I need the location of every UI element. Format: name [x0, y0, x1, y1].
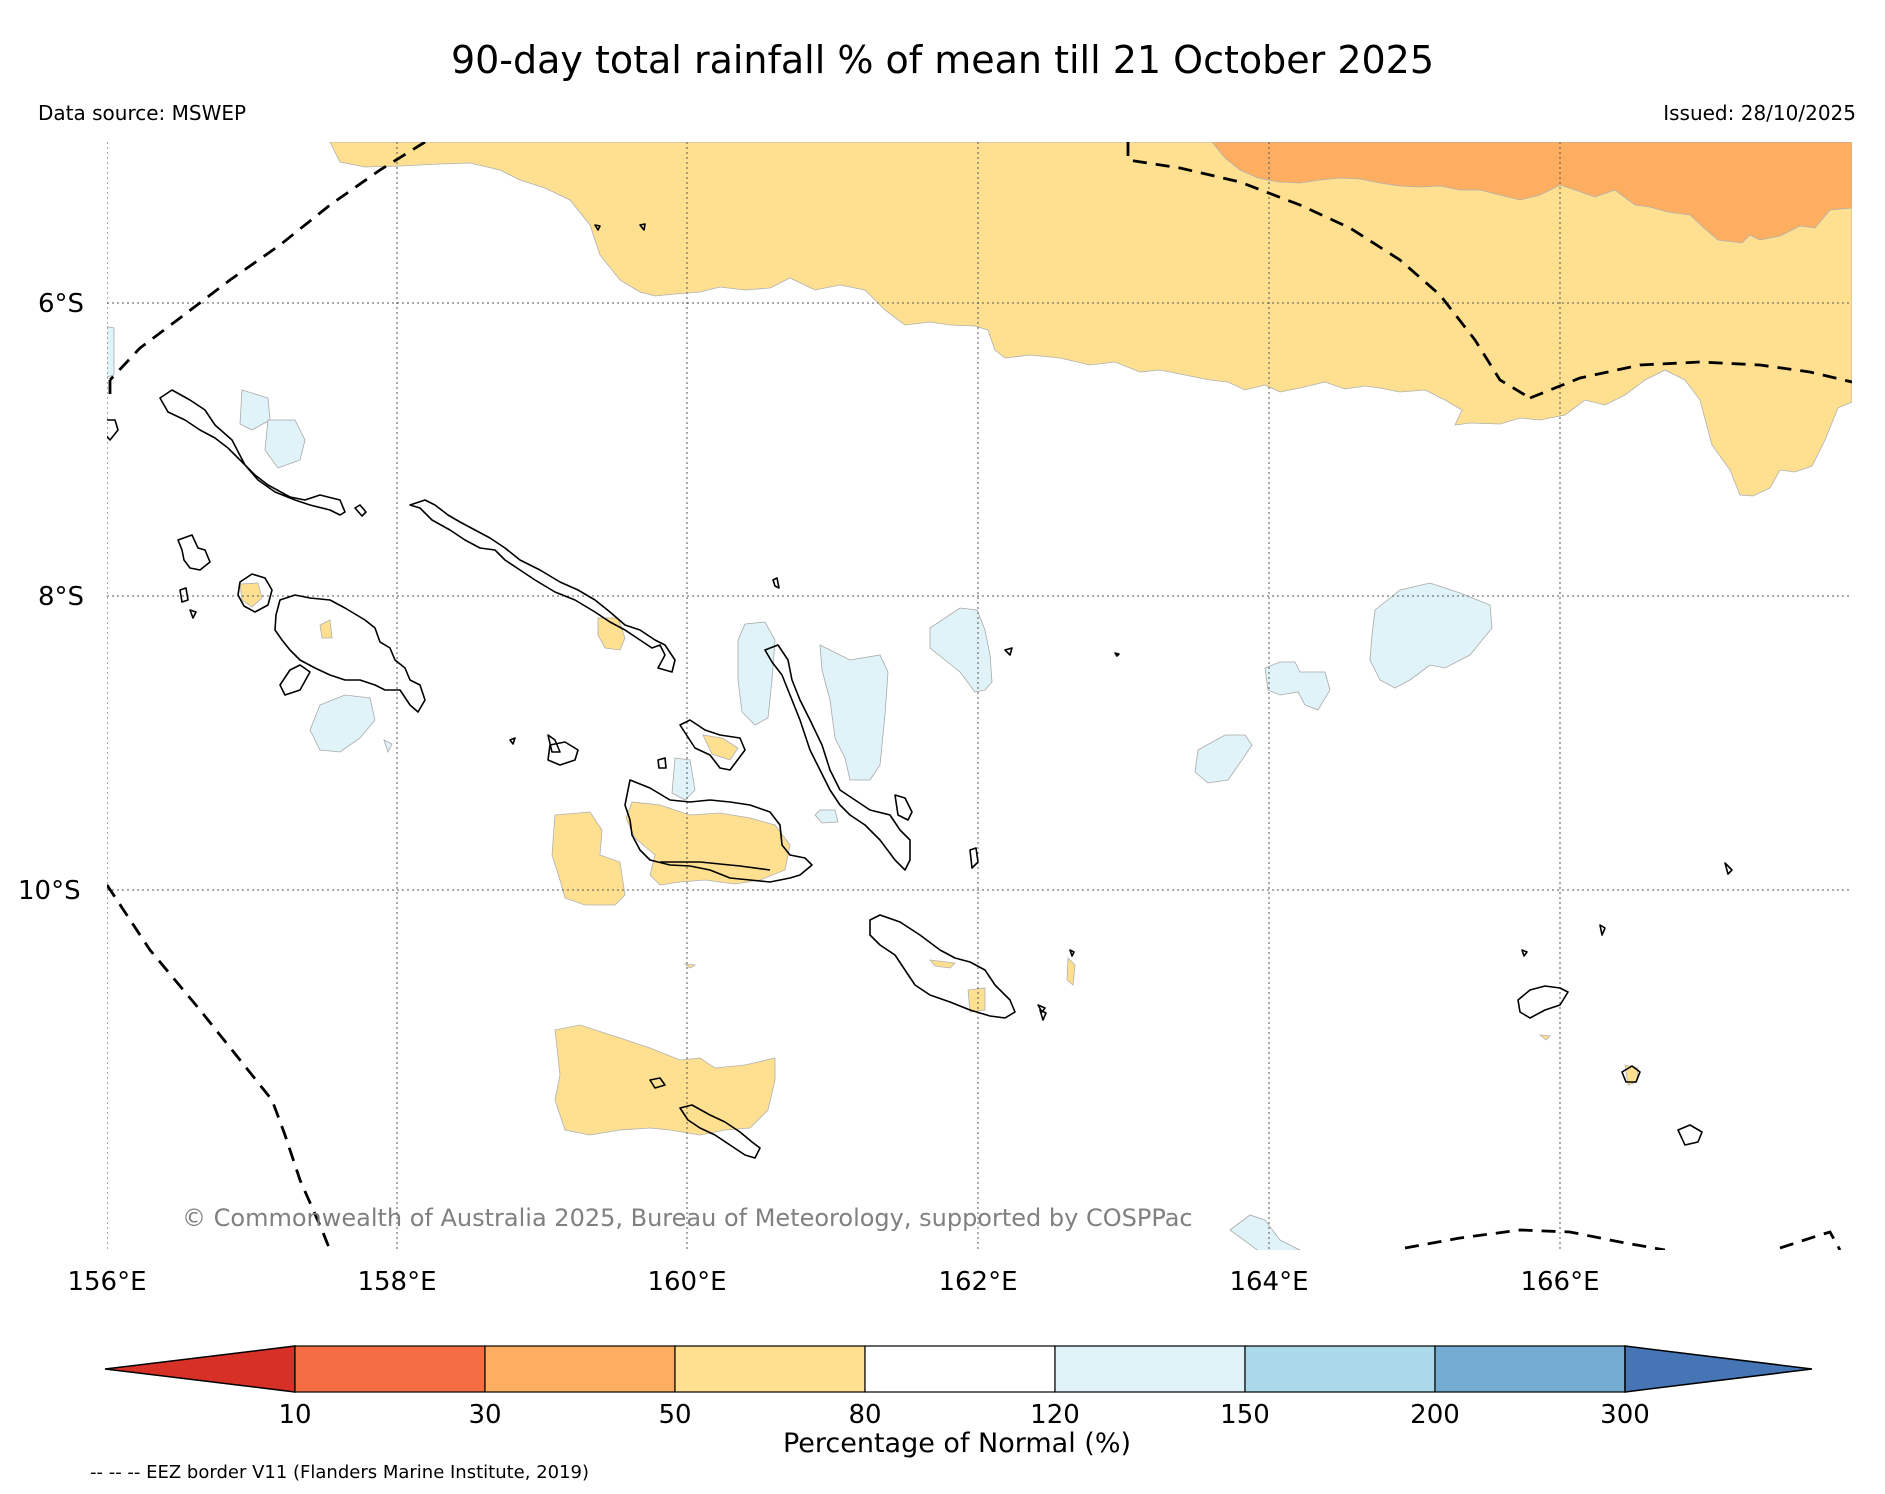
island-makira — [869, 914, 1016, 1019]
eez-borders — [107, 142, 1852, 1250]
island-small-malaita — [894, 794, 913, 821]
island-reef — [1521, 949, 1528, 957]
rainfall-region-50-80 — [329, 142, 1852, 497]
island-kolombangara — [237, 573, 273, 613]
data-source-label: Data source: MSWEP — [38, 101, 247, 125]
graticule — [107, 142, 1852, 1250]
island-shortland — [107, 419, 119, 441]
island-ontong — [772, 577, 780, 589]
island-vanikoro — [1621, 1065, 1641, 1083]
lon-label-162e: 162°E — [938, 1267, 1017, 1297]
colorbar-tick-label: 10 — [278, 1400, 311, 1430]
island-reef-north — [594, 224, 601, 231]
island-russell — [547, 741, 579, 766]
eez-border-footnote: -- -- -- EEZ border V11 (Flanders Marine… — [90, 1462, 590, 1483]
island-new-georgia — [274, 594, 426, 713]
lat-label-8s: 8°S — [38, 582, 84, 612]
island-kilinailau — [639, 223, 646, 231]
coastlines — [107, 223, 1733, 1159]
island-roviana — [509, 737, 516, 745]
lon-label-164e: 164°E — [1229, 1267, 1308, 1297]
lon-label-166e: 166°E — [1520, 1267, 1599, 1297]
colorbar-segment — [1054, 1345, 1246, 1393]
island-vella-lavella — [177, 534, 211, 571]
rainfall-regions-120-150 — [107, 326, 1493, 1250]
colorbar-segment — [484, 1345, 676, 1393]
colorbar-segment — [864, 1345, 1056, 1393]
colorbar-segment — [1244, 1345, 1436, 1393]
colorbar-tick-label: 300 — [1600, 1400, 1650, 1430]
island-takuu — [1069, 949, 1075, 957]
island-santa-catalina — [1037, 1004, 1046, 1013]
issued-date-label: Issued: 28/10/2025 — [1663, 101, 1856, 125]
island-santa-isabel-w — [547, 734, 561, 753]
island-anuta — [1724, 862, 1733, 875]
map-area — [107, 142, 1852, 1250]
island-choiseul — [409, 499, 676, 673]
island-guadalcanal — [624, 779, 813, 883]
colorbar-tick-label: 80 — [848, 1400, 881, 1430]
island-tikopia — [1677, 1124, 1703, 1146]
colorbar-segment — [1434, 1345, 1626, 1393]
island-sikaiana — [1114, 652, 1120, 657]
colorbar-tick-label: 150 — [1220, 1400, 1270, 1430]
island-bougainville — [159, 389, 346, 516]
island-simbo — [189, 609, 197, 619]
island-duff — [1599, 924, 1606, 936]
lat-label-10s: 10°S — [18, 876, 81, 906]
island-savo — [657, 757, 667, 769]
lon-label-160e: 160°E — [647, 1267, 726, 1297]
colorbar-tick-label: 50 — [658, 1400, 691, 1430]
copyright-credit: © Commonwealth of Australia 2025, Bureau… — [182, 1204, 1193, 1232]
island-nggela — [679, 719, 746, 771]
colorbar-segment — [674, 1345, 866, 1393]
lon-label-156e: 156°E — [67, 1267, 146, 1297]
map-title: 90-day total rainfall % of mean till 21 … — [450, 38, 1435, 82]
colorbar-tick-label: 200 — [1410, 1400, 1460, 1430]
colorbar: 10 30 50 80 120 150 200 300 Percentage of Norma… — [104, 1345, 1813, 1459]
colorbar-title: Percentage of Normal (%) — [783, 1428, 1131, 1459]
island-bellona — [649, 1077, 666, 1089]
island-rennell — [679, 1104, 761, 1159]
island-tetepare — [354, 504, 367, 517]
colorbar-extend-high — [1624, 1345, 1813, 1393]
island-treasury — [179, 587, 189, 603]
rainfall-region-30-50 — [1211, 142, 1852, 244]
island-stewart — [969, 847, 979, 869]
island-malaita — [764, 644, 911, 871]
guadalcanal-divide — [660, 861, 771, 871]
lon-label-158e: 158°E — [357, 1267, 436, 1297]
island-nukumanu — [1004, 647, 1013, 656]
colorbar-segment — [294, 1345, 486, 1393]
lat-label-6s: 6°S — [38, 289, 84, 319]
island-nendo — [1517, 985, 1569, 1019]
colorbar-tick-label: 30 — [468, 1400, 501, 1430]
colorbar-extend-low — [104, 1345, 296, 1393]
colorbar-tick-label: 120 — [1030, 1400, 1080, 1430]
island-rendova — [279, 664, 311, 696]
